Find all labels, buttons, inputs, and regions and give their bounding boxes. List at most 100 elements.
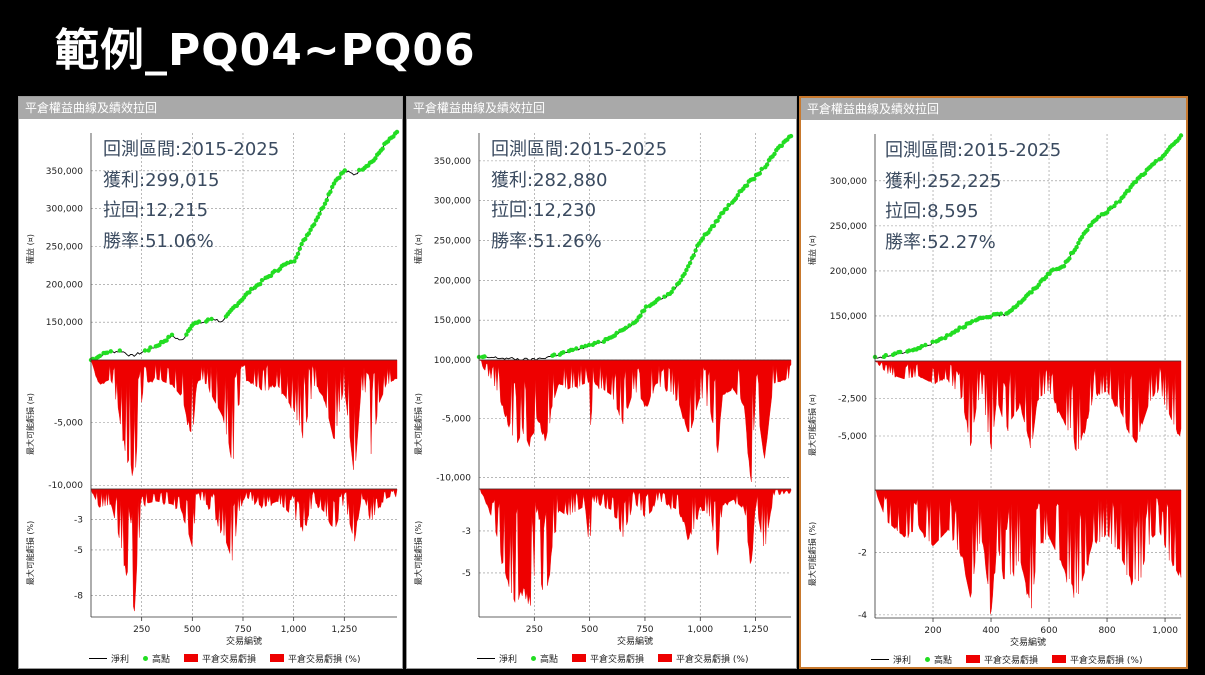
equity-high-point (574, 346, 579, 351)
legend-high-label: 高點 (540, 654, 559, 665)
equity-high-point (247, 290, 252, 295)
rect-swatch-icon (966, 655, 981, 663)
x-tick-label: 250 (526, 625, 543, 635)
y-tick-label: -5,000 (54, 419, 83, 429)
equity-high-point (317, 211, 322, 216)
legend-net-label: 淨利 (111, 654, 130, 665)
legend-high: 高點 (925, 653, 952, 666)
equity-high-point (919, 344, 924, 349)
stat-drawdown: 拉回:12,230 (491, 200, 597, 221)
equity-high-point (394, 129, 400, 135)
rect-swatch-icon (1052, 655, 1067, 663)
equity-high-point (1126, 188, 1131, 193)
equity-high-point (184, 332, 189, 337)
equity-high-point (764, 162, 770, 167)
grid-lines (479, 133, 791, 617)
y-axis-title-drawdown-pct: 最大可能虧損 (%) (413, 521, 423, 585)
equity-high-point (744, 183, 750, 188)
equity-high-point (1036, 282, 1041, 287)
x-tick-label: 1,000 (281, 625, 307, 635)
rect-swatch-icon (572, 654, 587, 662)
equity-high-point (669, 289, 674, 295)
y-tick-label: 100,000 (434, 356, 471, 366)
legend-high: 高點 (531, 652, 558, 665)
stat-period: 回測區間:2015-2025 (103, 139, 280, 160)
legend-dd-pct-label: 平倉交易虧損 (%) (1070, 655, 1143, 666)
dot-swatch-icon (531, 655, 537, 661)
dot-swatch-icon (925, 656, 931, 662)
legend-high-label: 高點 (152, 654, 171, 665)
legend-high: 高點 (143, 652, 170, 665)
equity-high-point (1029, 290, 1034, 295)
x-tick-label: 400 (982, 626, 999, 636)
equity-high-point (726, 202, 731, 208)
equity-high-point (1114, 200, 1119, 205)
equity-high-point (299, 241, 304, 247)
stat-drawdown: 拉回:12,215 (103, 200, 209, 221)
legend-net: 淨利 (477, 652, 517, 665)
equity-high-point (980, 315, 986, 320)
stat-period: 回測區間:2015-2025 (885, 140, 1062, 161)
y-tick-label: 250,000 (434, 237, 471, 247)
equity-high-point (944, 333, 950, 338)
equity-high-point (772, 151, 777, 157)
equity-high-point (671, 286, 676, 291)
drawdown-area (874, 360, 1182, 452)
x-tick-label: 1,250 (331, 625, 357, 635)
x-tick-label: 600 (1040, 626, 1057, 636)
equity-high-point (330, 184, 335, 190)
equity-high-point (656, 296, 662, 301)
equity-high-point (295, 251, 301, 256)
legend-dd: 平倉交易虧損 (572, 652, 644, 665)
legend-dd: 平倉交易虧損 (184, 652, 256, 665)
equity-high-point (779, 143, 784, 148)
equity-high-point (583, 343, 588, 349)
equity-high-point (570, 347, 575, 353)
equity-high-point (108, 349, 114, 354)
equity-high-point (373, 156, 378, 161)
equity-high-point (892, 351, 897, 356)
legend-dd-pct-label: 平倉交易虧損 (%) (288, 654, 361, 665)
legend-dd-pct-label: 平倉交易虧損 (%) (676, 654, 749, 665)
y-axis-title-equity: 權益 (¤) (807, 235, 817, 265)
equity-high-point (1051, 267, 1056, 272)
stat-winrate: 勝率:52.27% (885, 231, 996, 253)
equity-high-point (259, 278, 265, 283)
equity-high-point (294, 255, 299, 260)
chart-svg: 100,000 150,000 200,000 250,000 300,000 350,0… (413, 133, 794, 647)
legend: 淨利 高點 平倉交易虧損 平倉交易虧損 (%) (477, 651, 756, 665)
equity-high-point (105, 350, 110, 355)
y-axis-title-equity: 權益 (¤) (413, 234, 423, 264)
x-tick-label: 1,000 (1152, 626, 1178, 636)
equity-high-point (328, 189, 333, 194)
legend-dd-label: 平倉交易虧損 (202, 654, 257, 665)
legend-dd-label: 平倉交易虧損 (590, 654, 645, 665)
x-tick-label: 500 (581, 625, 598, 635)
equity-high-point (357, 167, 362, 173)
legend-high-label: 高點 (934, 655, 953, 666)
equity-high-point (315, 215, 320, 220)
equity-high-point (586, 342, 592, 348)
equity-high-point (117, 348, 123, 353)
panel-header: 平倉權益曲線及績效拉回 (19, 97, 402, 119)
legend-dd: 平倉交易虧損 (966, 653, 1038, 666)
equity-high-point (1178, 133, 1184, 138)
equity-high-point (939, 336, 944, 341)
equity-high-point (97, 353, 103, 358)
equity-high-point (324, 197, 329, 203)
chart-panel-pq05: 平倉權益曲線及績效拉回 100,000 150,000 200,000 250,000… (406, 96, 797, 669)
drawdown-area (90, 359, 398, 476)
equity-high-point (561, 350, 566, 355)
equity-high-point (1079, 234, 1085, 240)
equity-high-point (930, 339, 935, 344)
legend-net-label: 淨利 (893, 655, 912, 666)
equity-high-point (907, 348, 912, 353)
chart-panel-pq04: 平倉權益曲線及績效拉回 150,000 200,000 250,000 300,000… (18, 96, 403, 669)
equity-high-point (249, 286, 254, 292)
equity-high-point (711, 223, 717, 228)
drawdown-pct-area (478, 488, 792, 606)
y-tick-label: -10,000 (436, 473, 471, 483)
equity-high-point (1076, 240, 1081, 246)
y-tick-label: -3 (74, 515, 83, 525)
x-tick-label: 500 (184, 625, 201, 635)
